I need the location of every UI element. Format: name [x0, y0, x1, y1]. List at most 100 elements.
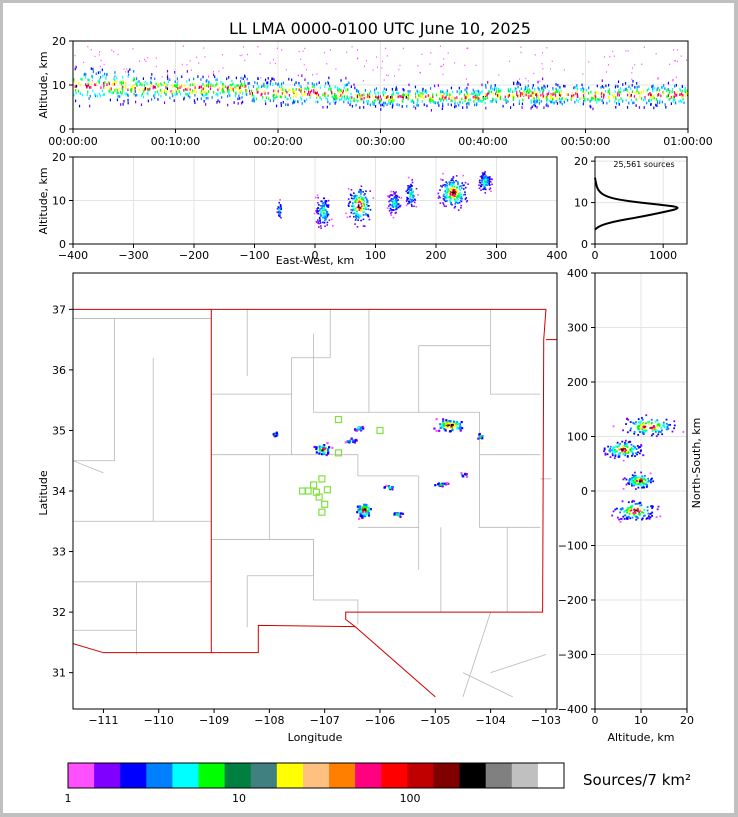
time-height-source: [472, 92, 475, 96]
time-height-source: [92, 67, 94, 71]
time-height-source: [272, 99, 275, 102]
time-height-source: [166, 75, 169, 78]
time-height-source: [560, 90, 562, 94]
time-height-source: [212, 73, 215, 77]
time-height-source: [293, 99, 295, 103]
east-west-source: [354, 200, 357, 203]
north-south-source: [657, 425, 659, 428]
east-west-source: [448, 191, 451, 193]
east-west-source: [367, 205, 369, 207]
east-west-sources: [275, 171, 493, 229]
time-height-source: [555, 90, 558, 93]
time-height-source: [625, 98, 627, 102]
time-height-source: [293, 95, 295, 99]
north-south-source: [639, 480, 642, 483]
east-west-source: [355, 197, 358, 199]
east-west-source: [325, 213, 328, 215]
east-west-source: [366, 201, 368, 203]
time-height-source: [205, 93, 207, 96]
east-west-source: [352, 209, 354, 211]
east-west-source: [441, 179, 444, 181]
north-south-source: [642, 426, 645, 428]
north-south-source: [633, 484, 635, 487]
time-height-source: [241, 84, 243, 88]
plan-view-source: [401, 512, 405, 515]
time-height-source: [138, 88, 141, 92]
time-height-source: [357, 99, 359, 103]
plan-view-source: [362, 513, 366, 516]
east-west-source: [318, 216, 321, 219]
time-height-source: [206, 84, 208, 88]
time-height-source: [679, 87, 681, 91]
east-west-source: [345, 212, 347, 215]
time-height-source: [232, 87, 234, 91]
time-height-source: [392, 98, 394, 101]
plan-view-source: [447, 482, 450, 485]
time-height-source: [243, 80, 245, 82]
time-height-source: [354, 86, 356, 90]
time-height-source: [561, 102, 563, 106]
time-height-source: [466, 47, 468, 50]
time-height-source: [476, 96, 478, 99]
time-height-source: [106, 83, 108, 86]
time-height-source: [189, 60, 191, 62]
north-south-source: [603, 448, 606, 451]
time-height-source: [165, 93, 167, 96]
time-height-source: [94, 55, 96, 58]
time-height-source: [582, 102, 584, 106]
north-south-source: [641, 480, 644, 483]
time-height-source: [499, 97, 501, 101]
time-height-source: [602, 98, 604, 102]
north-south-source: [630, 509, 633, 511]
time-height-source: [73, 80, 75, 84]
time-height-source: [679, 99, 682, 103]
east-west-source: [389, 199, 392, 202]
east-west-source: [322, 212, 325, 214]
time-height-source: [169, 78, 171, 81]
plan-view-source: [361, 425, 364, 429]
time-height-source: [639, 92, 641, 96]
time-height-source: [445, 95, 447, 99]
time-height-source: [202, 83, 204, 86]
north-south-source: [645, 486, 648, 488]
east-west-source: [444, 183, 446, 186]
east-west-source: [465, 197, 468, 199]
east-west-source: [452, 189, 455, 191]
time-height-source: [340, 79, 342, 82]
time-height-source: [458, 86, 460, 90]
time-height-source: [628, 101, 630, 105]
time-height-source: [446, 93, 448, 97]
time-height-source: [73, 93, 75, 97]
time-height-source: [382, 93, 385, 97]
east-west-source: [388, 196, 391, 198]
time-height-source: [319, 86, 321, 90]
east-west-source: [446, 182, 448, 185]
time-height-source: [655, 53, 657, 55]
east-west-source: [487, 177, 489, 180]
east-west-grid: [72, 156, 558, 245]
east-west-source: [317, 210, 320, 212]
time-height-source: [138, 60, 140, 62]
time-height-source: [686, 92, 688, 95]
east-west-source: [330, 218, 333, 221]
plan-view-source: [364, 510, 367, 513]
time-height-source: [495, 92, 498, 96]
time-height-source: [533, 103, 535, 107]
time-height-source: [652, 89, 654, 93]
east-west-source: [442, 195, 445, 198]
north-south-source: [635, 481, 638, 484]
time-height-source: [317, 100, 319, 104]
east-west-source: [397, 206, 400, 209]
east-west-source: [359, 188, 361, 191]
altitude-tick-label: 0: [59, 238, 66, 251]
time-height-source: [588, 86, 590, 90]
time-height-source: [679, 89, 681, 92]
east-west-source: [450, 198, 452, 200]
north-south-source: [642, 482, 644, 485]
plan-view-source: [479, 435, 482, 438]
mexico-border: [73, 643, 212, 654]
time-height-source: [74, 85, 76, 88]
plan-view-source: [451, 423, 454, 427]
time-height-source: [144, 86, 147, 90]
east-west-source: [460, 204, 462, 207]
